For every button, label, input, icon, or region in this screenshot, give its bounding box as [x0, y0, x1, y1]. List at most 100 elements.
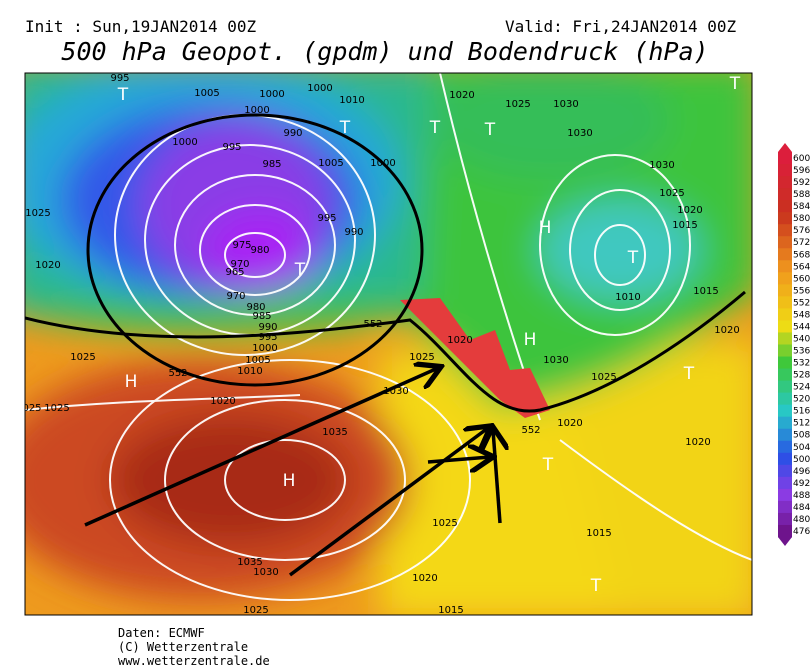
isobar-label: 1030 — [543, 355, 568, 366]
isobar-label: 985 — [262, 159, 281, 170]
isobar-label: 995 — [317, 213, 336, 224]
colorbar-swatch — [778, 356, 792, 370]
valid-text: Valid: Fri,24JAN2014 00Z — [505, 17, 737, 36]
isobar-label: 1025 — [44, 403, 69, 414]
isobar-label: 1020 — [677, 205, 702, 216]
colorbar-swatch — [778, 212, 792, 225]
colorbar-swatch — [778, 176, 792, 189]
pressure-center: T — [339, 118, 351, 138]
pressure-center: T — [429, 118, 441, 138]
isobar-label: 1035 — [322, 427, 347, 438]
pressure-center: H — [125, 372, 138, 392]
pressure-center: T — [294, 260, 306, 280]
isobar-label: 995 — [222, 142, 241, 153]
colorbar-swatch — [778, 320, 792, 333]
pressure-center: H — [524, 330, 537, 350]
colorbar-label: 524 — [793, 383, 810, 393]
colorbar-swatch — [778, 284, 792, 297]
isobar-label: 1015 — [586, 528, 611, 539]
isobar-label: 1020 — [35, 260, 60, 271]
isobar-label: 985 — [252, 311, 271, 322]
isobar-label: 970 — [230, 259, 249, 270]
colorbar-label: 576 — [793, 226, 810, 236]
colorbar-label: 500 — [793, 455, 810, 465]
isobar-label: 1005 — [245, 355, 270, 366]
colorbar-label: 536 — [793, 347, 810, 357]
credit-line: Daten: ECMWF — [118, 626, 205, 640]
isobar-label: 1025 — [25, 208, 50, 219]
colorbar-swatch — [778, 296, 792, 309]
pressure-center: H — [539, 218, 552, 238]
isobar-label: 1005 — [194, 88, 219, 99]
colorbar-swatch — [778, 500, 792, 514]
isobar-label: 970 — [226, 291, 245, 302]
isobar-label: 1030 — [567, 128, 592, 139]
colorbar-label: 496 — [793, 467, 810, 477]
colorbar-label: 520 — [793, 395, 810, 405]
map-frame — [24, 72, 753, 616]
colorbar-swatch — [778, 344, 792, 358]
pressure-center: T — [117, 85, 129, 105]
colorbar-label: 532 — [793, 359, 810, 369]
isobar-label: 1020 — [557, 418, 582, 429]
credit-line: www.wetterzentrale.de — [118, 654, 270, 668]
colorbar-label: 484 — [793, 503, 810, 513]
colorbar-swatch — [778, 200, 792, 213]
colorbar-swatch — [778, 272, 792, 285]
colorbar-swatch — [778, 188, 792, 201]
isobar-label: 1025 — [432, 518, 457, 529]
isobar-label: 1010 — [615, 292, 640, 303]
colorbar-swatch — [778, 452, 792, 466]
isobar-label: 1030 — [253, 567, 278, 578]
colorbar-swatch — [778, 152, 792, 165]
isobar-label: 1020 — [210, 396, 235, 407]
isobar-label: 1000 — [370, 158, 395, 169]
colorbar-swatch — [778, 368, 792, 382]
isobar-label: 1030 — [553, 99, 578, 110]
pressure-center: T — [590, 576, 602, 596]
colorbar-swatch — [778, 512, 792, 526]
colorbar-label: 560 — [793, 274, 810, 284]
isobar-label: 1020 — [714, 325, 739, 336]
isobar-label: 990 — [258, 322, 277, 333]
colorbar-cap — [778, 143, 792, 152]
isobar-label: 1025 — [591, 372, 616, 383]
isobar-label: 1035 — [237, 557, 262, 568]
isobar-label: 995 — [258, 332, 277, 343]
colorbar-label: 556 — [793, 286, 810, 296]
colorbar-label: 512 — [793, 419, 810, 429]
colorbar-label: 528 — [793, 371, 810, 381]
isobar-label: 1020 — [447, 335, 472, 346]
colorbar-swatch — [778, 392, 792, 406]
isobar-label: 1000 — [307, 83, 332, 94]
pressure-center: H — [283, 471, 296, 491]
colorbar-swatch — [778, 164, 792, 177]
isobar-label: 1020 — [412, 573, 437, 584]
isobar-label: 1000 — [244, 105, 269, 116]
isobar-label: 980 — [250, 245, 269, 256]
colorbar-label: 488 — [793, 491, 810, 501]
colorbar-label: 516 — [793, 407, 810, 417]
colorbar-label: 568 — [793, 250, 810, 260]
map-title: 500 hPa Geopot. (gpdm) und Bodendruck (h… — [61, 37, 708, 66]
colorbar-cap — [778, 537, 792, 546]
isobar-label: 1010 — [237, 366, 262, 377]
colorbar-label: 600 — [793, 154, 810, 164]
isobar-label: 1025 — [659, 188, 684, 199]
colorbar-label: 596 — [793, 166, 810, 176]
colorbar-swatch — [778, 488, 792, 502]
colorbar-label: 572 — [793, 238, 810, 248]
isobar-label: 1000 — [259, 89, 284, 100]
pressure-center: T — [683, 364, 695, 384]
colorbar-label: 504 — [793, 443, 810, 453]
isobar-label: 1020 — [449, 90, 474, 101]
isobar-label: 1025 — [505, 99, 530, 110]
isobar-label: 025 — [22, 403, 41, 414]
colorbar-swatch — [778, 476, 792, 490]
colorbar-label: 584 — [793, 202, 810, 212]
isobar-label: 1030 — [383, 386, 408, 397]
isobar-label: 552 — [168, 368, 187, 379]
pressure-center: T — [729, 74, 741, 94]
isobar-label: 975 — [232, 240, 251, 251]
colorbar-swatch — [778, 380, 792, 394]
